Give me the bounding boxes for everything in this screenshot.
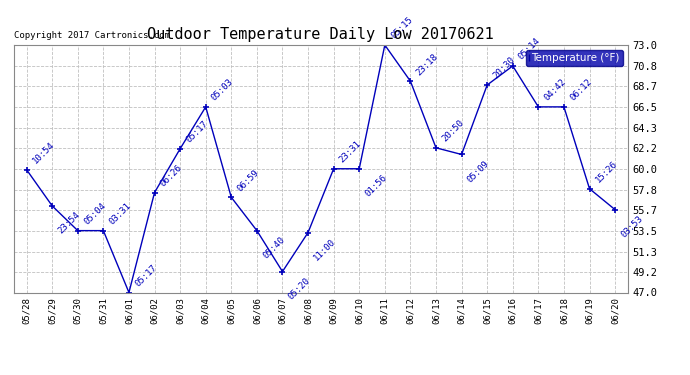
Text: 05:40: 05:40	[261, 235, 286, 260]
Text: 05:09: 05:09	[466, 159, 491, 184]
Text: 01:56: 01:56	[364, 173, 388, 198]
Text: 20:30: 20:30	[491, 56, 517, 81]
Text: 04:42: 04:42	[542, 77, 568, 103]
Text: 05:17: 05:17	[184, 119, 210, 145]
Text: 05:04: 05:04	[82, 201, 108, 226]
Text: 06:26: 06:26	[159, 163, 184, 188]
Text: 05:14: 05:14	[517, 36, 542, 62]
Text: 15:26: 15:26	[593, 159, 619, 184]
Text: 05:15: 05:15	[389, 15, 415, 41]
Text: 05:03: 05:03	[210, 77, 235, 103]
Text: Copyright 2017 Cartronics.com: Copyright 2017 Cartronics.com	[14, 31, 170, 40]
Text: 23:54: 23:54	[57, 210, 81, 236]
Text: 06:12: 06:12	[568, 77, 593, 103]
Text: 05:20: 05:20	[286, 276, 312, 301]
Text: 20:50: 20:50	[440, 118, 466, 144]
Text: 03:31: 03:31	[108, 201, 133, 226]
Legend: Temperature (°F): Temperature (°F)	[526, 50, 622, 66]
Text: 23:18: 23:18	[415, 52, 440, 77]
Title: Outdoor Temperature Daily Low 20170621: Outdoor Temperature Daily Low 20170621	[148, 27, 494, 42]
Text: 05:17: 05:17	[133, 263, 159, 288]
Text: 11:00: 11:00	[312, 237, 337, 262]
Text: 23:31: 23:31	[338, 139, 363, 165]
Text: 06:59: 06:59	[235, 168, 261, 193]
Text: 03:53: 03:53	[619, 214, 644, 239]
Text: 10:54: 10:54	[31, 140, 56, 165]
